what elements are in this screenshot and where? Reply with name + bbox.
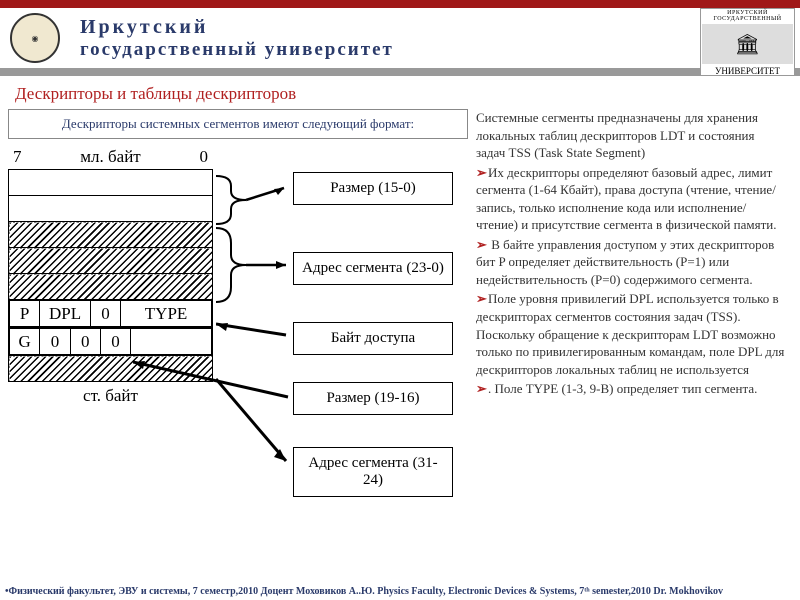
bit-row-1: P DPL 0 TYPE — [9, 300, 213, 328]
bullet-icon: ➢ — [476, 164, 488, 182]
university-seal-icon: ◉ — [10, 13, 60, 63]
header-text: Иркутский государственный университет — [60, 16, 790, 61]
bit-g: G — [10, 329, 40, 355]
para-1: Системные сегменты предназначены для хра… — [476, 109, 786, 162]
table-row — [9, 196, 213, 222]
byte-header: 7 мл. байт 0 — [8, 147, 213, 169]
box-size-15-0: Размер (15-0) — [293, 172, 453, 205]
para-3: ➢ В байте управления доступом у этих дес… — [476, 236, 786, 289]
para-5: ➢. Поле TYPE (1-3, 9-B) определяет тип с… — [476, 380, 786, 398]
logo-bottom-text: УНИВЕРСИТЕТ — [701, 65, 794, 77]
subtitle-box: Дескрипторы системных сегментов имеют сл… — [8, 109, 468, 139]
bit-0: 0 — [90, 301, 120, 327]
byte-header-left: 7 — [13, 147, 22, 167]
footer-text: •Физический факультет, ЭВУ и системы, 7 … — [5, 586, 795, 597]
bracket-2 — [216, 223, 296, 307]
table-row — [9, 274, 213, 300]
arrow-3 — [216, 309, 296, 339]
bit-p: P — [10, 301, 40, 327]
box-addr-23-0: Адрес сегмента (23-0) — [293, 252, 453, 285]
header-line2: государственный университет — [80, 39, 790, 61]
slide-title: Дескрипторы и таблицы дескрипторов — [0, 76, 800, 109]
bullet-icon: ➢ — [476, 380, 488, 398]
bit-type: TYPE — [121, 301, 212, 327]
description-text: Системные сегменты предназначены для хра… — [476, 109, 786, 554]
building-icon: 🏛 — [702, 24, 793, 64]
box-size-19-16: Размер (19-16) — [293, 382, 453, 415]
table-row — [9, 170, 213, 196]
arrow-5 — [216, 369, 296, 469]
bullet-icon: ➢ — [476, 236, 488, 254]
box-access-byte: Байт доступа — [293, 322, 453, 355]
header: ◉ Иркутский государственный университет … — [0, 8, 800, 68]
table-row — [9, 222, 213, 248]
bullet-icon: ➢ — [476, 290, 488, 308]
table-row — [9, 248, 213, 274]
para-2: ➢Их дескрипторы определяют базовый адрес… — [476, 164, 786, 234]
logo-top-text: ИРКУТСКИЙ ГОСУДАРСТВЕННЫЙ — [701, 9, 794, 23]
bracket-1 — [216, 171, 296, 229]
byte-header-right: 0 — [200, 147, 209, 167]
university-logo: ИРКУТСКИЙ ГОСУДАРСТВЕННЫЙ 🏛 УНИВЕРСИТЕТ — [700, 8, 795, 76]
descriptor-diagram: 7 мл. байт 0 P — [8, 147, 468, 537]
para-4: ➢Поле уровня привилегий DPL используется… — [476, 290, 786, 378]
bit-dpl: DPL — [40, 301, 91, 327]
byte-header-mid: мл. байт — [80, 147, 140, 167]
box-addr-31-24: Адрес сегмента (31-24) — [293, 447, 453, 497]
header-line1: Иркутский — [80, 16, 790, 39]
bit-row-2: G 0 0 0 — [9, 328, 213, 356]
